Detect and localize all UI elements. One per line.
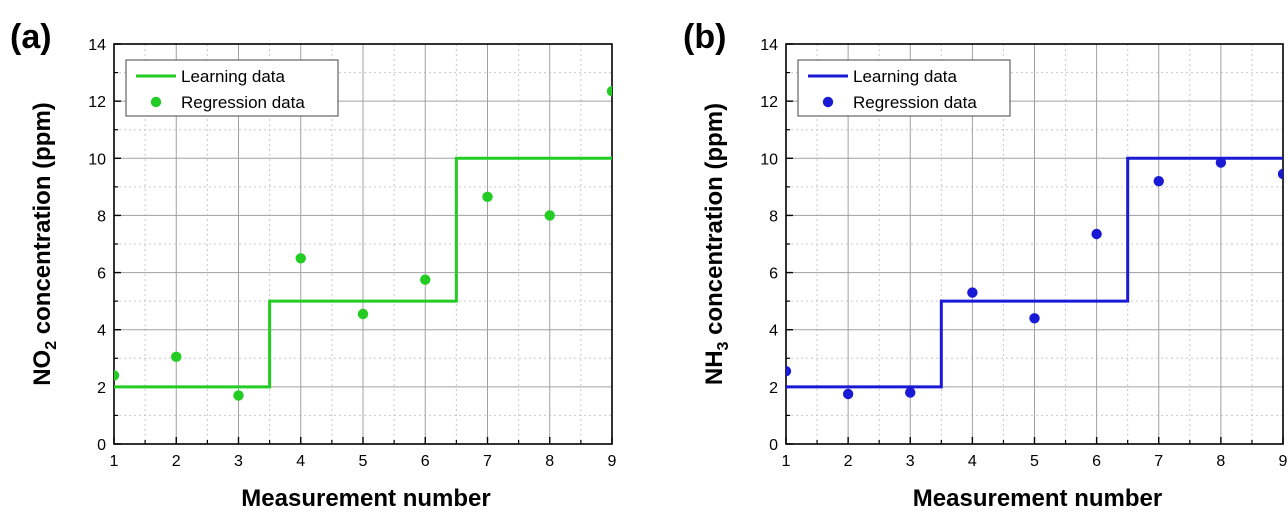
regression-data-point [1215,157,1227,168]
x-tick-label: 5 [1030,453,1039,470]
y-tick-label: 2 [97,380,106,397]
y-tick-label: 0 [769,437,778,454]
x-tick-label: 9 [608,453,617,470]
legend-box [125,59,339,117]
y-tick-label: 6 [97,266,106,283]
regression-data-point [786,365,792,377]
y-tick-label: 12 [760,94,778,111]
learning-data-line [114,156,612,389]
x-tick-label: 6 [1092,453,1101,470]
x-tick-label: 6 [421,453,430,470]
regression-data-point [1277,168,1283,180]
y-tick-label: 8 [97,208,106,225]
y-axis-title-subscript: 2 [43,341,60,350]
x-tick-label: 4 [968,453,977,470]
y-axis-title-subscript: 3 [715,341,732,350]
x-tick-label: 7 [483,453,492,470]
legend-marker-swatch [822,96,834,108]
legend: Learning data Regression data [797,59,1011,117]
y-tick-label: 12 [88,94,106,111]
regression-data-point [171,351,182,363]
y-tick-label: 4 [97,323,106,340]
y-axis-title-rest: concentration (ppm) [701,103,728,342]
y-tick-label: 0 [97,437,106,454]
y-tick-label: 2 [769,380,778,397]
regression-data-point [1091,228,1102,240]
y-tick-label: 14 [88,37,106,54]
y-axis-title-rest: concentration (ppm) [29,102,56,341]
y-axis-title: NO2 concentration (ppm) [29,102,60,386]
regression-data-point [295,253,306,264]
legend-label-learning: Learning data [853,67,958,86]
y-tick-label: 10 [760,151,778,168]
x-tick-label: 4 [296,453,305,470]
y-tick-label: 14 [760,37,778,54]
regression-data-point [606,85,612,97]
x-tick-label: 8 [1216,453,1225,470]
legend-marker-swatch [150,96,162,108]
legend-label-regression: Regression data [181,93,305,112]
x-tick-label: 8 [545,453,554,470]
y-axis-title-main: NO [29,350,56,386]
legend-box [797,59,1011,117]
y-axis-title-main: NH [701,350,728,385]
x-tick-label: 2 [172,453,181,470]
x-axis-title: Measurement number [913,485,1162,512]
y-tick-label: 6 [769,266,778,283]
x-axis-title: Measurement number [241,485,490,512]
x-tick-label: 5 [359,453,368,470]
x-tick-label: 3 [906,453,915,470]
panel-label: (b) [683,18,726,56]
learning-data-line [786,156,1283,389]
y-axis-title: NH3 concentration (ppm) [701,103,732,385]
grid [114,44,612,444]
regression-data-point [842,388,854,400]
legend: Learning data Regression data [125,59,339,117]
regression-data-point [905,387,916,398]
x-tick-label: 2 [844,453,853,470]
x-tick-label: 1 [782,453,791,470]
regression-data-point [544,210,555,221]
x-tick-label: 1 [110,453,119,470]
panel-label: (a) [10,18,52,56]
regression-data-point [357,308,369,320]
regression-data-point [114,370,120,381]
x-tick-label: 7 [1154,453,1163,470]
regression-data-point [233,390,244,401]
regression-data-point [1029,313,1040,324]
x-tick-label: 9 [1279,453,1288,470]
x-tick-label: 3 [234,453,243,470]
regression-data-point [967,287,978,298]
data-area [114,85,612,401]
legend-label-learning: Learning data [181,67,286,86]
regression-data-point [482,191,493,203]
data-area [786,156,1283,400]
y-tick-label: 4 [769,323,778,340]
y-tick-label: 8 [769,208,778,225]
legend-label-regression: Regression data [853,93,977,112]
regression-data-point [420,274,431,285]
y-tick-label: 10 [88,151,106,168]
regression-data-point [1153,175,1164,187]
